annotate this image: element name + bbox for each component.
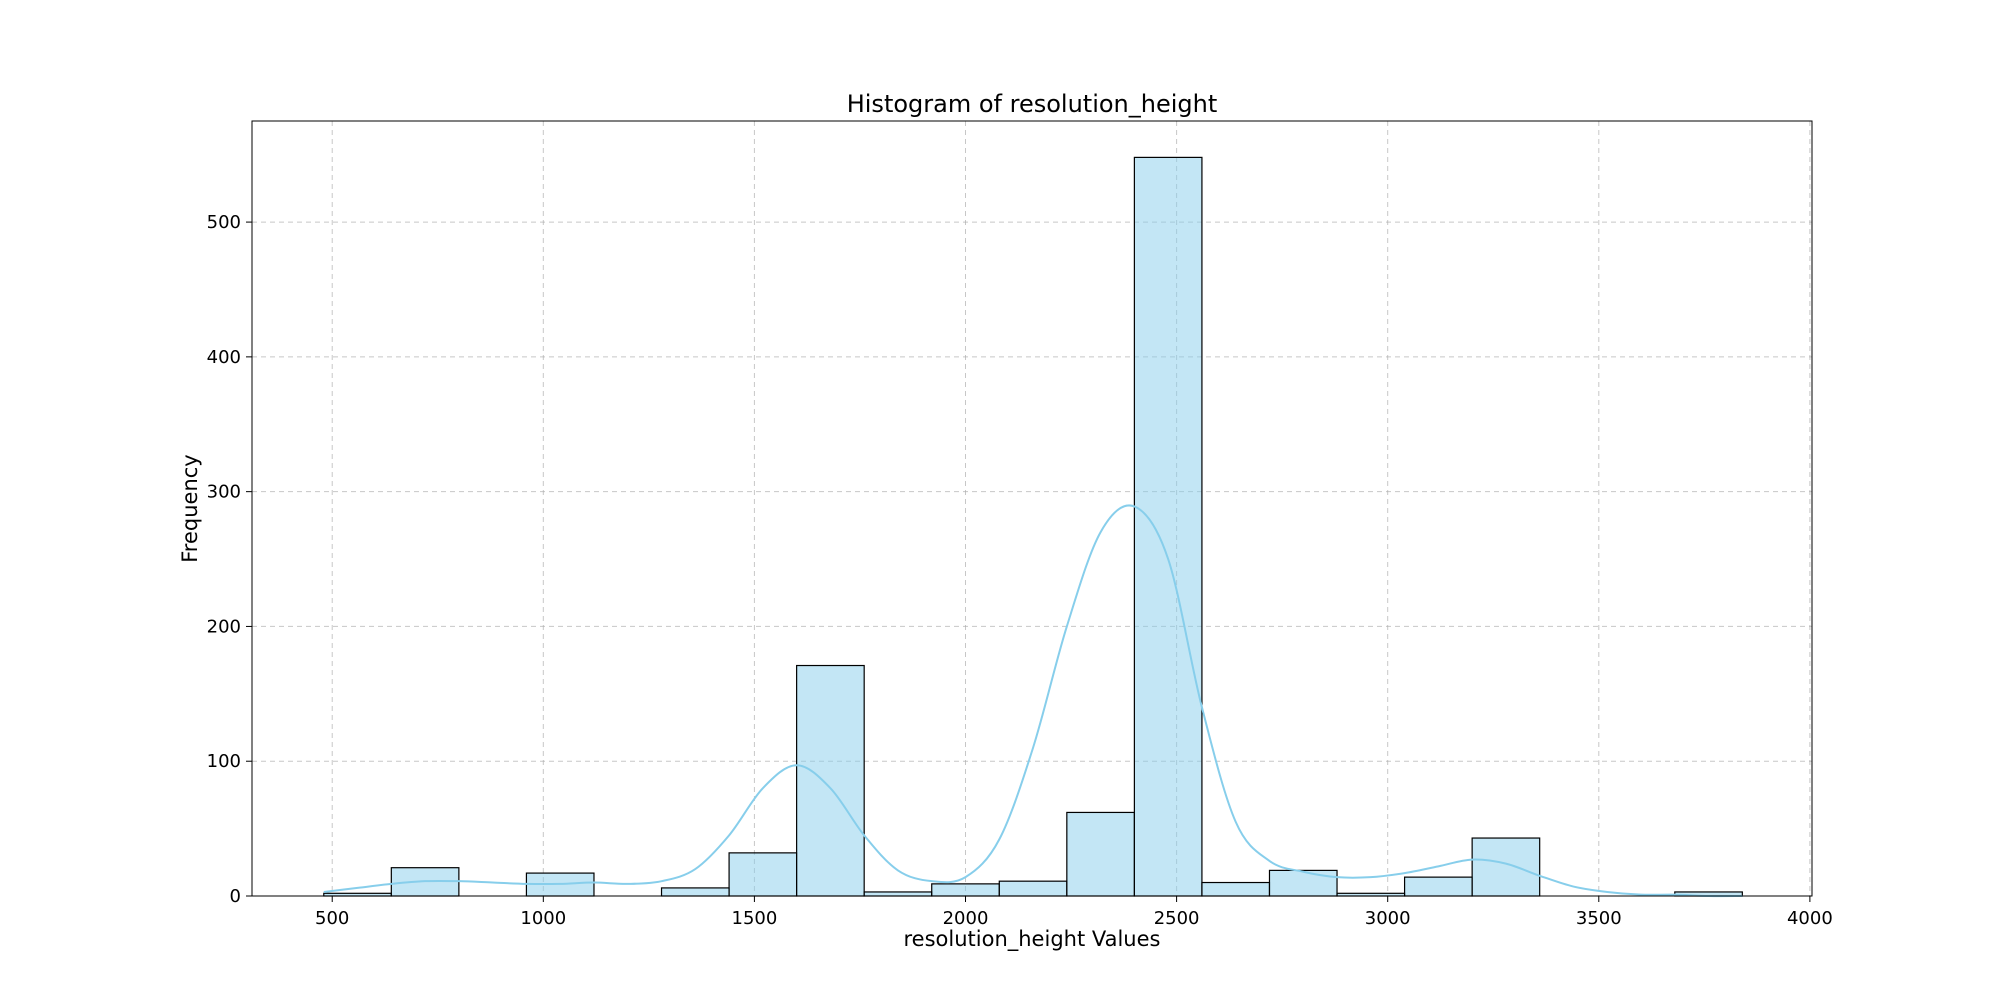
x-tick-label: 2000 [943,908,989,929]
x-tick-label: 3500 [1576,908,1622,929]
kde-curve [323,504,1743,898]
histogram-bar [1201,881,1271,897]
x-axis-label: resolution_height Values [904,927,1161,952]
histogram-bar [728,852,798,897]
y-tick-label: 400 [207,347,241,368]
histogram-bar [863,891,933,897]
y-axis-label: Frequency [178,454,202,563]
histogram-bar [931,883,1000,897]
x-tick-label: 4000 [1787,908,1833,929]
y-tick-label: 0 [230,886,241,907]
plot-frame [251,120,1813,897]
histogram-bar [796,664,865,897]
y-tick-label: 500 [207,212,241,233]
histogram-bar [1403,876,1473,897]
x-tick-label: 1500 [732,908,778,929]
histogram-bar [998,880,1068,897]
y-tick-label: 100 [207,751,241,772]
kde-layer [323,504,1743,898]
x-tick-label: 1000 [520,908,566,929]
x-tick-label: 3000 [1365,908,1411,929]
y-tick-label: 300 [207,482,241,503]
histogram-bar [1133,156,1203,897]
bars-layer [323,156,1743,897]
histogram-bar [660,887,730,897]
x-tick-label: 2500 [1154,908,1200,929]
x-tick-label: 500 [315,908,349,929]
histogram-bar [1066,811,1135,897]
chart-title: Histogram of resolution_height [847,90,1218,118]
ticks-layer: 500 1000 1500 2000 2500 3000 3500 4000 0 100 200 30… [207,212,1833,929]
y-tick-label: 200 [207,616,241,637]
histogram-bar [1471,837,1541,897]
histogram-bar [1268,869,1338,897]
